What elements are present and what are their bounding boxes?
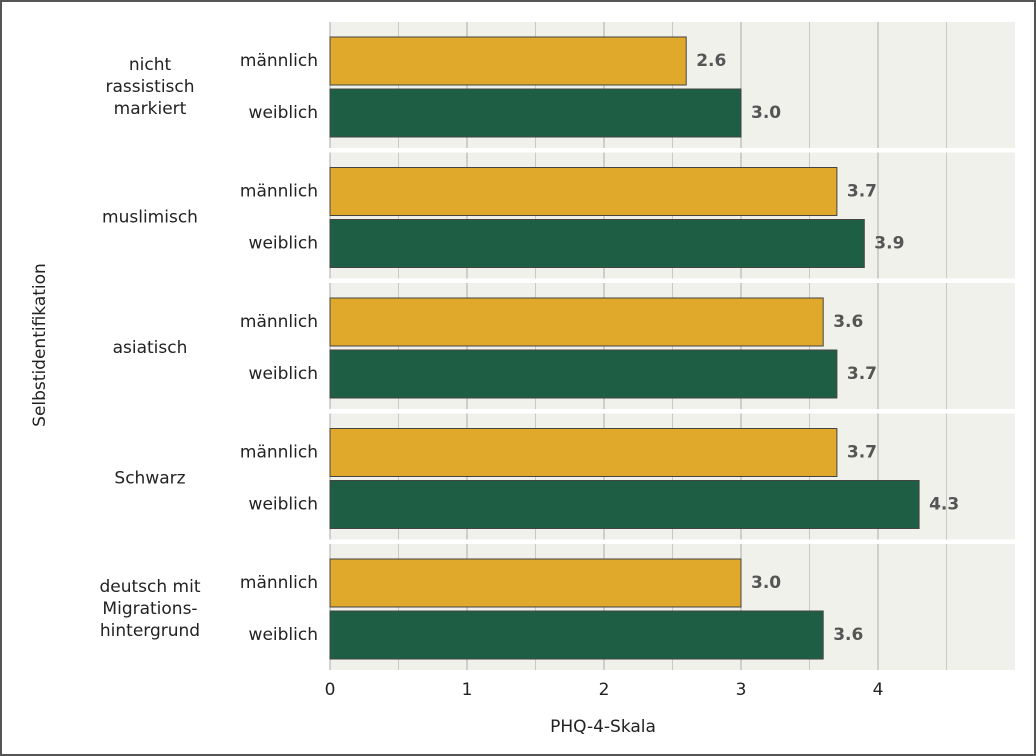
series-label: männlich	[240, 573, 318, 593]
value-label: 3.6	[833, 625, 863, 645]
series-label: weiblich	[249, 103, 318, 123]
value-label: 3.0	[751, 103, 781, 123]
group-label: asiatisch	[113, 338, 188, 358]
bar	[329, 297, 824, 347]
value-label: 3.7	[847, 443, 877, 463]
value-label: 3.0	[751, 573, 781, 593]
bar	[329, 88, 742, 138]
series-label: männlich	[240, 443, 318, 463]
x-tick-label: 1	[462, 680, 473, 700]
series-label: männlich	[240, 182, 318, 202]
bar	[329, 219, 865, 268]
y-axis-label: Selbstidentifikation	[30, 263, 50, 427]
group-label: nicht	[129, 55, 172, 75]
value-label: 3.7	[847, 182, 877, 202]
group-label: deutsch mit	[99, 577, 200, 597]
bar	[329, 349, 838, 399]
bar	[329, 167, 838, 216]
group-label: muslimisch	[102, 208, 198, 228]
value-label: 3.9	[874, 234, 904, 254]
series-label: männlich	[240, 312, 318, 332]
x-tick-label: 3	[736, 680, 747, 700]
series-label: männlich	[240, 51, 318, 71]
series-label: weiblich	[249, 234, 318, 254]
bar	[329, 558, 742, 608]
group-label: rassistisch	[105, 77, 194, 97]
value-label: 2.6	[696, 51, 726, 71]
group-label: hintergrund	[100, 621, 200, 641]
x-tick-label: 0	[325, 680, 336, 700]
group-label: Migrations-	[102, 599, 197, 619]
series-label: weiblich	[249, 364, 318, 384]
group-label: markiert	[114, 99, 187, 119]
value-label: 3.7	[847, 364, 877, 384]
bar	[329, 480, 920, 529]
x-tick-label: 4	[873, 680, 884, 700]
value-label: 4.3	[929, 495, 959, 515]
value-label: 3.6	[833, 312, 863, 332]
group-label: Schwarz	[114, 469, 185, 489]
series-label: weiblich	[249, 625, 318, 645]
series-label: weiblich	[249, 495, 318, 515]
x-axis-label: PHQ-4-Skala	[550, 717, 656, 737]
bar	[329, 610, 824, 660]
bar	[329, 428, 838, 477]
x-tick-label: 2	[599, 680, 610, 700]
bar	[329, 36, 687, 86]
